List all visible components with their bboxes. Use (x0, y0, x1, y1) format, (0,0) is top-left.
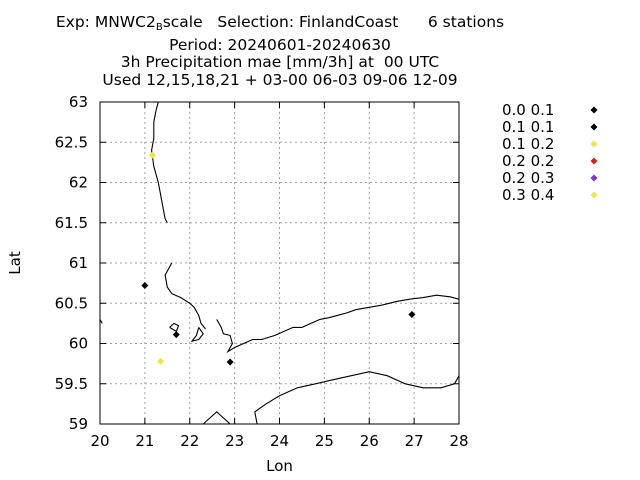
x-tick-label: 27 (405, 432, 424, 450)
y-axis-label: Lat (6, 251, 24, 275)
coastlines (99, 101, 460, 425)
coastline (202, 411, 231, 425)
x-tick-label: 28 (449, 432, 468, 450)
station-point (226, 358, 234, 366)
legend-marker (590, 140, 598, 148)
legend-marker (590, 174, 598, 182)
y-tick-label: 61.5 (55, 214, 88, 232)
x-tick-label: 20 (90, 432, 109, 450)
legend-label: 0.0 0.1 (502, 101, 554, 119)
title-text: Period: 20240601-20240630 (169, 35, 391, 54)
title-text: Exp: MNWC2 (55, 13, 156, 31)
legend-label: 0.1 0.2 (502, 135, 554, 153)
coastline (190, 327, 204, 343)
y-tick-label: 60.5 (55, 294, 88, 312)
y-tick-label: 59.5 (55, 375, 88, 393)
y-tick-label: 59 (69, 415, 88, 433)
y-tick-label: 62.5 (55, 133, 88, 151)
data-points (141, 151, 416, 366)
legend-marker (590, 191, 598, 199)
x-tick-label: 26 (360, 432, 379, 450)
station-point (141, 282, 149, 290)
x-tick-label: 22 (180, 432, 199, 450)
title-line-3: 3h Precipitation mae [mm/3h] at 00 UTC (0, 53, 560, 72)
title-text: scale Selection: FinlandCoast 6 stations (162, 13, 505, 31)
legend-label: 0.2 0.3 (502, 169, 554, 187)
x-axis-label: Lon (266, 457, 293, 475)
legend-label: 0.1 0.1 (502, 118, 554, 136)
station-point (157, 357, 165, 365)
station-point (408, 311, 416, 319)
y-tick-label: 62 (69, 174, 88, 192)
axis-ticks: 20 21 22 23 24 25 26 27 28 59 59.5 60 60.5 61 61.5 62 62… (55, 93, 469, 450)
title-text: Used 12,15,18,21 + 03-00 06-03 09-06 12-… (102, 70, 458, 89)
title-subscript: B (155, 22, 163, 33)
station-point (149, 151, 157, 159)
chart-title: Exp: MNWC2Bscale Selection: FinlandCoast… (0, 13, 560, 90)
legend-marker (590, 157, 598, 165)
x-tick-label: 24 (270, 432, 289, 450)
coastline (151, 101, 168, 224)
legend-marker (590, 123, 598, 131)
title-line-4: Used 12,15,18,21 + 03-00 06-03 09-06 12-… (0, 70, 560, 90)
coastline (254, 371, 460, 425)
legend-label: 0.3 0.4 (502, 186, 554, 204)
title-line-1: Exp: MNWC2Bscale Selection: FinlandCoast… (0, 13, 560, 37)
x-tick-label: 25 (315, 432, 334, 450)
legend-marker (590, 106, 598, 114)
legend-label: 0.2 0.2 (502, 152, 554, 170)
coastline (169, 322, 180, 333)
grid-lines (100, 102, 459, 424)
y-tick-label: 60 (69, 335, 88, 353)
legend: 0.0 0.10.1 0.10.1 0.20.2 0.20.2 0.30.3 0… (502, 101, 598, 204)
coastline (216, 294, 460, 354)
y-tick-label: 63 (69, 93, 88, 111)
x-tick-label: 23 (225, 432, 244, 450)
title-text: 3h Precipitation mae [mm/3h] at 00 UTC (120, 53, 440, 71)
x-tick-label: 21 (135, 432, 154, 450)
station-point (172, 331, 180, 339)
coastline (164, 262, 206, 330)
title-line-2: Period: 20240601-20240630 (0, 35, 560, 55)
y-tick-label: 61 (69, 254, 88, 272)
